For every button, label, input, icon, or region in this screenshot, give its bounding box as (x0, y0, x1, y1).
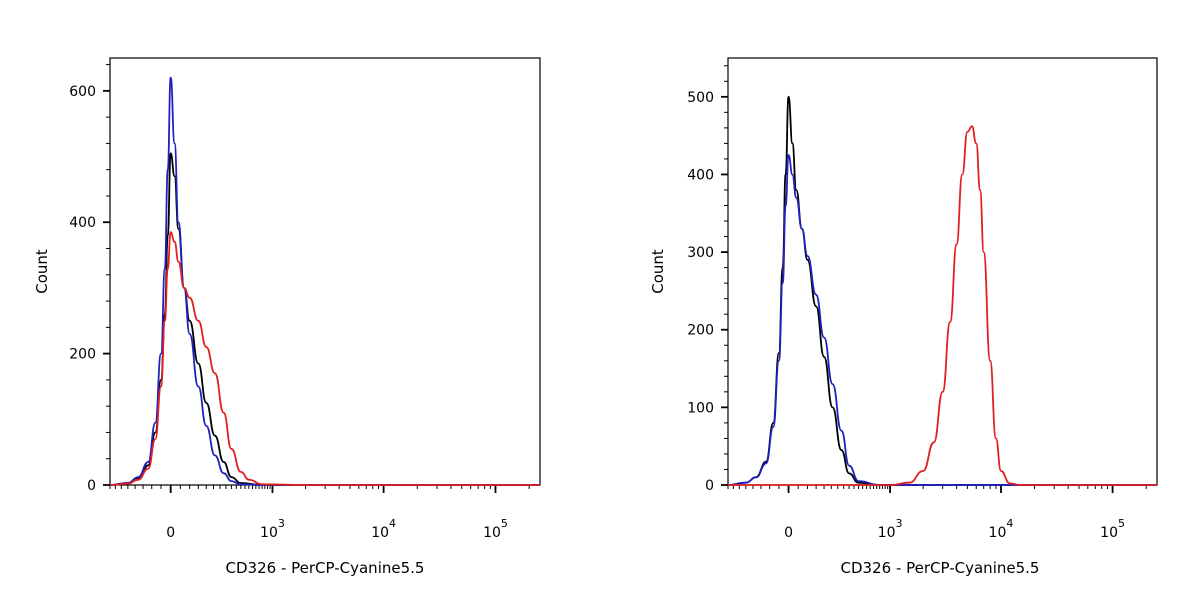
x-tick-label: 105 (483, 517, 508, 541)
plot-frame (727, 57, 1158, 486)
x-tick-exponent: 4 (1006, 517, 1013, 530)
y-tick-label: 100 (687, 400, 714, 416)
x-tick-label: 104 (371, 517, 396, 541)
y-tick-label: 0 (87, 478, 96, 494)
y-tick-label: 200 (69, 347, 96, 363)
plot-frame (109, 57, 541, 486)
x-tick-exponent: 5 (1118, 517, 1125, 530)
y-tick-label: 400 (687, 167, 714, 183)
x-tick-label: 105 (1100, 517, 1125, 541)
x-tick-label: 103 (878, 517, 903, 541)
x-tick-label: 0 (784, 525, 793, 541)
y-tick-label: 500 (687, 90, 714, 106)
y-tick-label: 200 (687, 323, 714, 339)
x-axis-label: CD326 - PerCP-Cyanine5.5 (226, 559, 425, 577)
x-tick-exponent: 4 (389, 517, 396, 530)
histogram-series-2 (728, 125, 1157, 486)
histogram-panel-left: 0 200 400 600 0 103 104 105 CD326 - PerCP-Cyanin… (33, 57, 541, 577)
y-axis-label: Count (33, 249, 51, 294)
histogram-series-0 (109, 152, 540, 486)
y-tick-label: 400 (69, 215, 96, 231)
x-tick-exponent: 3 (896, 517, 903, 530)
x-tick-label: 103 (260, 517, 285, 541)
y-tick-label: 0 (705, 478, 714, 494)
x-tick-label: 0 (166, 525, 175, 541)
histogram-series-2 (109, 231, 540, 486)
x-tick-exponent: 3 (278, 517, 285, 530)
histogram-series-0 (727, 95, 1157, 486)
x-tick-label: 104 (989, 517, 1014, 541)
y-tick-label: 300 (687, 245, 714, 261)
histogram-series-1 (109, 76, 540, 486)
y-axis-label: Count (649, 249, 667, 294)
histogram-series-1 (727, 154, 1157, 486)
x-axis-label: CD326 - PerCP-Cyanine5.5 (841, 559, 1040, 577)
y-tick-label: 600 (69, 84, 96, 100)
x-tick-exponent: 5 (501, 517, 508, 530)
histogram-panel-right: 0 100 200 300 400 500 0 103 104 105 CD326 - PerCP-… (649, 57, 1158, 577)
